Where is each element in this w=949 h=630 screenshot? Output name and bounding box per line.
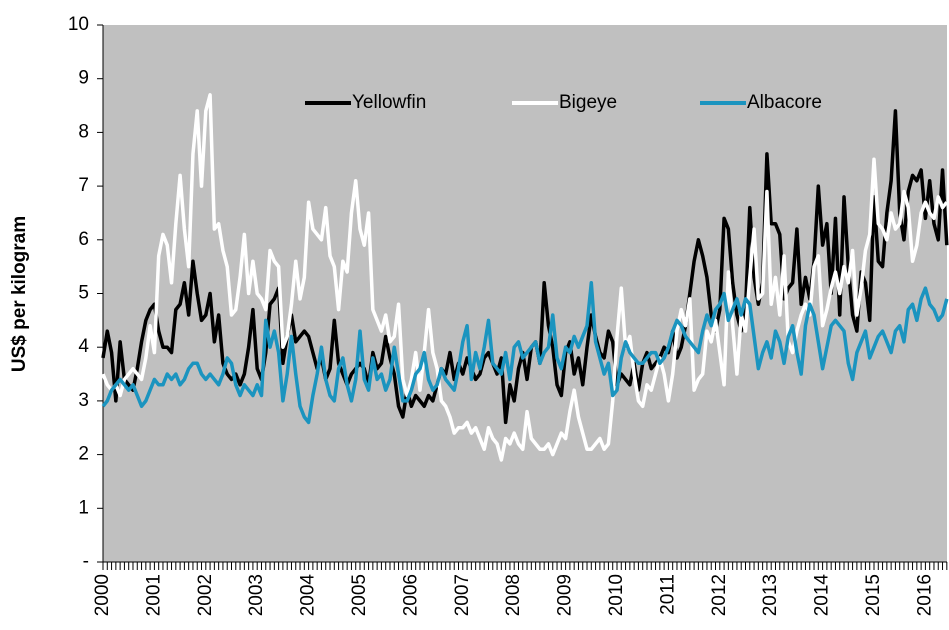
x-tick-label: 2005 xyxy=(349,574,370,616)
x-tick-label: 2010 xyxy=(606,574,627,616)
x-tick-label: 2003 xyxy=(246,574,267,616)
y-tick-label: 1 xyxy=(78,497,89,518)
y-tick-label: - xyxy=(83,551,89,572)
legend-label: Albacore xyxy=(747,92,822,113)
y-tick-label: 8 xyxy=(78,121,89,142)
x-tick-label: 2016 xyxy=(914,574,935,616)
x-tick-label: 2012 xyxy=(709,574,730,616)
x-tick-label: 2002 xyxy=(195,574,216,616)
x-tick-label: 2015 xyxy=(863,574,884,616)
x-tick-label: 2000 xyxy=(92,574,113,616)
x-tick-label: 2006 xyxy=(400,574,421,616)
series-line xyxy=(101,109,949,425)
x-tick-label: 2001 xyxy=(143,574,164,616)
y-tick-label: 6 xyxy=(78,229,89,250)
y-tick-label: 5 xyxy=(78,283,89,304)
y-tick-label: 4 xyxy=(78,336,89,357)
x-tick-label: 2009 xyxy=(555,574,576,616)
y-tick-label: 9 xyxy=(78,68,89,89)
x-tick-label: 2008 xyxy=(503,574,524,616)
plot-area xyxy=(103,25,947,562)
series-line xyxy=(101,93,949,462)
y-tick-label: 2 xyxy=(78,444,89,465)
x-tick-label: 2014 xyxy=(812,574,833,617)
y-tick-label: 10 xyxy=(68,14,89,35)
y-tick-label: 3 xyxy=(78,390,89,411)
legend-label: Yellowfin xyxy=(352,92,426,113)
y-tick-label: 7 xyxy=(78,175,89,196)
x-tick-label: 2007 xyxy=(452,574,473,616)
series-line xyxy=(101,281,949,425)
legend-label: Bigeye xyxy=(559,92,617,113)
x-tick-label: 2013 xyxy=(760,574,781,616)
x-tick-label: 2004 xyxy=(298,574,319,617)
y-axis-label: US$ per kilogram xyxy=(9,216,30,372)
x-tick-label: 2011 xyxy=(657,574,678,615)
